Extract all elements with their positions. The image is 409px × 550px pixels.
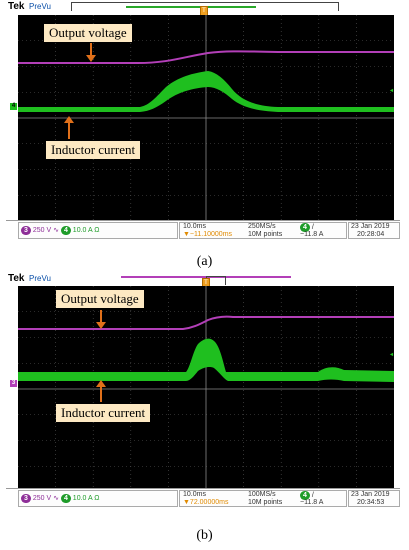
timebase: 10.0ms [183,491,206,498]
callout-inductor-current: Inductor current [46,141,141,159]
brand-logo: Tek [8,1,25,12]
trigger-level: −11.8 A [300,499,324,506]
graticule-axes [18,15,394,221]
caption-b: (b) [196,528,213,543]
record-view-bar[interactable] [71,2,339,11]
arrow-inductor-current [64,116,74,139]
ch4-offscreen-marker: ◂ [389,352,393,358]
output-voltage-trace [18,315,394,330]
ch3-scale: 250 V [32,227,52,234]
trigger-offset: ▼72.00000ms [183,499,229,506]
caption-a: (a) [196,254,213,269]
trigger-slope: / [311,224,314,231]
acquisition-mode: PreVu [29,274,51,283]
horizontal-settings-cell[interactable]: 10.0ms ▼72.00000ms 100MS/s 10M points 4 … [179,490,347,507]
waveform-display[interactable] [18,286,394,492]
sample-rate: 100MS/s [248,491,276,498]
date: 23 Jan 2019 [351,491,390,498]
ohm-icon: Ω [94,227,100,234]
trigger-source-badge[interactable]: 4 [300,491,310,500]
ch3-ground-marker[interactable]: 4 [10,103,17,110]
ch3-ground-marker[interactable]: 3 [10,380,17,387]
bandwidth-icon: ∿ [53,227,59,234]
scope-top-bar: Tek PreVu T T [6,0,400,34]
waveform-svg [18,15,394,221]
ch3-offscreen-marker: ◂ [389,88,393,94]
bandwidth-icon: ∿ [53,495,59,502]
arrow-output-voltage [86,43,96,62]
ohm-icon: Ω [94,495,100,502]
callout-output-voltage: Output voltage [44,24,132,42]
ch4-scale: 10.0 A [72,227,93,234]
ch4-scale: 10.0 A [72,495,93,502]
waveform-svg [18,286,394,492]
datetime-cell: 23 Jan 2019 20:28:04 [348,222,400,239]
ch3-scale: 250 V [32,495,52,502]
ch3-badge[interactable]: 3 [21,494,31,503]
output-voltage-trace [18,50,394,64]
date: 23 Jan 2019 [351,223,390,230]
channel-settings-cell[interactable]: 3 250 V ∿ 4 10.0 A Ω [18,222,178,239]
trigger-slope: / [311,492,314,499]
oscilloscope-panel-a: Tek PreVu T T 4 ◂ Output voltage [6,0,400,250]
oscilloscope-panel-b: Tek PreVu T T 3 ◂ Output voltage [6,272,400,524]
horizontal-settings-cell[interactable]: 10.0ms ▼−11.10000ms 250MS/s 10M points 4… [179,222,347,239]
record-view-window[interactable] [126,6,256,8]
arrow-output-voltage [96,310,106,329]
trigger-source-badge[interactable]: 4 [300,223,310,232]
arrow-inductor-current [96,380,106,402]
ch3-badge[interactable]: 3 [21,226,31,235]
waveform-display[interactable] [18,15,394,221]
datetime-cell: 23 Jan 2019 20:34:53 [348,490,400,507]
callout-output-voltage: Output voltage [56,290,144,308]
sample-rate: 250MS/s [248,223,276,230]
record-length: 10M points [248,499,283,506]
ch4-badge[interactable]: 4 [60,494,71,503]
status-bar: 3 250 V ∿ 4 10.0 A Ω 10.0ms ▼72.00000ms … [6,488,400,509]
timebase: 10.0ms [183,223,206,230]
callout-inductor-current: Inductor current [56,404,151,422]
trigger-offset: ▼−11.10000ms [183,231,233,238]
record-length: 10M points [248,231,283,238]
status-bar: 3 250 V ∿ 4 10.0 A Ω 10.0ms ▼−11.10000ms… [6,220,400,241]
time: 20:34:53 [357,499,385,506]
acquisition-mode: PreVu [29,2,51,11]
ch4-badge[interactable]: 4 [60,226,71,235]
trigger-level: −11.8 A [300,231,324,238]
inductor-current-trace [18,338,394,382]
brand-logo: Tek [8,273,25,284]
channel-settings-cell[interactable]: 3 250 V ∿ 4 10.0 A Ω [18,490,178,507]
inductor-current-trace [18,71,394,112]
time: 20:28:04 [357,231,385,238]
